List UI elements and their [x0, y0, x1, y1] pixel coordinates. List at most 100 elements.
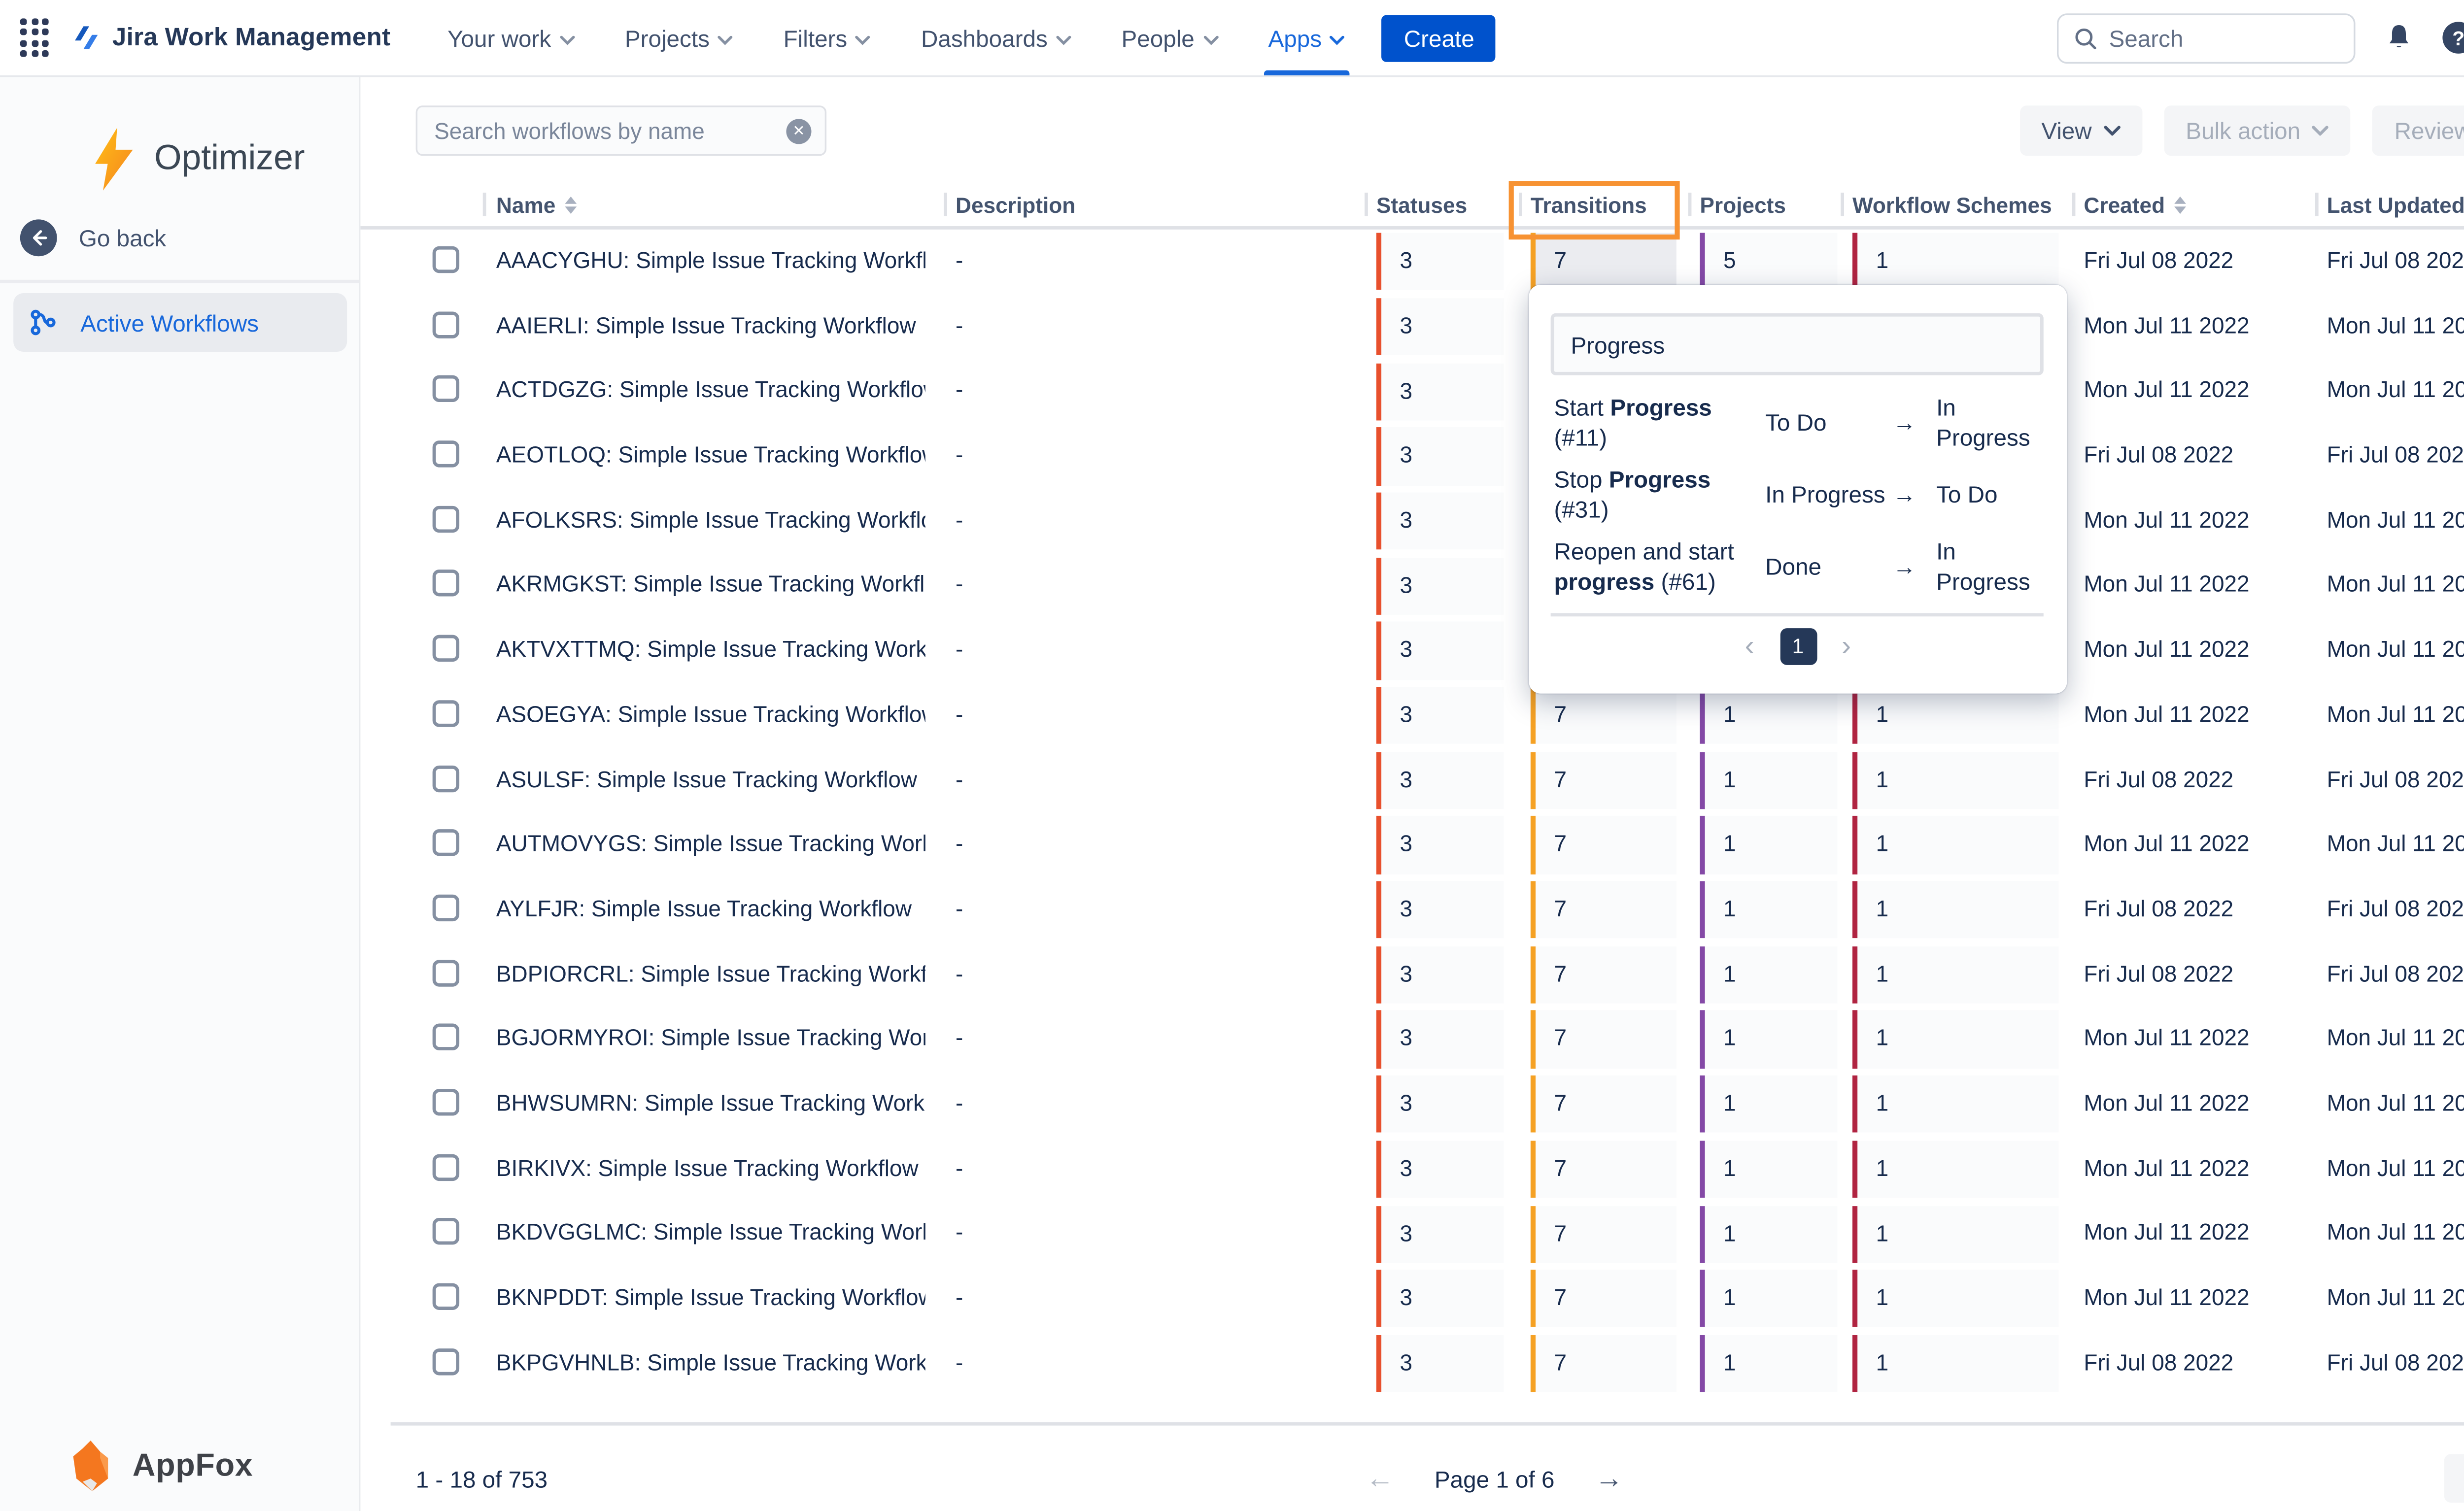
popup-filter-input[interactable]: Progress	[1550, 313, 2044, 375]
workflow-name: BHWSUMRN: Simple Issue Tracking Work...	[496, 1090, 925, 1116]
next-page-icon[interactable]: →	[1595, 1462, 1623, 1494]
row-checkbox[interactable]	[432, 700, 460, 727]
row-checkbox[interactable]	[432, 1153, 460, 1180]
workflow-description: -	[956, 1025, 963, 1051]
last-updated-date: Mon Jul 11 2022	[2327, 377, 2464, 403]
review-changes-button[interactable]: Review changes	[2372, 105, 2464, 156]
column-header-created[interactable]: Created	[2084, 184, 2187, 226]
projects-cell: 1	[1700, 1010, 1838, 1069]
transitions-cell[interactable]: 7	[1530, 946, 1677, 1004]
statuses-cell: 3	[1376, 816, 1504, 874]
last-updated-date: Mon Jul 11 2022	[2327, 831, 2464, 857]
help-icon[interactable]: ?	[2442, 22, 2464, 54]
transitions-cell[interactable]: 7	[1530, 233, 1677, 291]
nav-item-filters[interactable]: Filters	[784, 0, 871, 75]
row-checkbox[interactable]	[432, 959, 460, 986]
row-checkbox[interactable]	[432, 1024, 460, 1051]
transition-name: Reopen and start progress (#61)	[1554, 537, 1734, 594]
popup-next-page-icon[interactable]: ›	[1841, 630, 1851, 662]
last-updated-date: Mon Jul 11 2022	[2327, 702, 2464, 727]
workflow-schemes-cell: 1	[1852, 1010, 2059, 1069]
column-header-last-updated[interactable]: Last Updated	[2327, 193, 2464, 218]
row-checkbox[interactable]	[432, 765, 460, 792]
statuses-cell: 3	[1376, 687, 1504, 744]
created-date: Fri Jul 08 2022	[2084, 248, 2234, 273]
statuses-cell: 3	[1376, 233, 1504, 291]
row-checkbox[interactable]	[432, 1283, 460, 1310]
nav-item-your-work[interactable]: Your work	[447, 0, 575, 75]
previous-page-icon[interactable]: ←	[1366, 1462, 1395, 1494]
workflow-schemes-cell: 1	[1852, 816, 2059, 874]
row-checkbox[interactable]	[432, 1088, 460, 1116]
statuses-cell: 3	[1376, 298, 1504, 356]
go-back-button[interactable]: Go back	[20, 219, 166, 257]
transition-row: Reopen and start progress (#61) Done → I…	[1554, 529, 2047, 601]
row-checkbox[interactable]	[432, 894, 460, 921]
chevron-down-icon	[1056, 35, 1071, 44]
nav-item-people[interactable]: People	[1121, 0, 1218, 75]
created-date: Mon Jul 11 2022	[2084, 1284, 2250, 1310]
workflow-schemes-cell: 1	[1852, 881, 2059, 939]
jira-logo[interactable]: Jira Work Management	[72, 24, 390, 52]
global-search-input[interactable]	[2109, 24, 2310, 51]
create-button[interactable]: Create	[1382, 14, 1496, 62]
transitions-cell[interactable]: 7	[1530, 751, 1677, 809]
nav-item-dashboards[interactable]: Dashboards	[921, 0, 1071, 75]
global-search[interactable]	[2056, 12, 2356, 63]
popup-current-page[interactable]: 1	[1780, 628, 1816, 665]
transitions-cell[interactable]: 7	[1530, 1335, 1677, 1393]
row-checkbox[interactable]	[432, 311, 460, 338]
row-checkbox[interactable]	[432, 246, 460, 273]
row-checkbox[interactable]	[432, 1348, 460, 1375]
clear-search-icon[interactable]: ✕	[786, 118, 812, 143]
popup-prev-page-icon[interactable]: ‹	[1745, 630, 1754, 662]
nav-item-projects[interactable]: Projects	[625, 0, 733, 75]
row-checkbox[interactable]	[432, 635, 460, 662]
last-updated-date: Mon Jul 11 2022	[2327, 571, 2464, 597]
transitions-cell[interactable]: 7	[1530, 687, 1677, 744]
statuses-cell: 3	[1376, 427, 1504, 485]
transition-row: Stop Progress (#31) In Progress → To Do	[1554, 457, 2047, 529]
transitions-cell[interactable]: 7	[1530, 1205, 1677, 1263]
table-row: BHWSUMRN: Simple Issue Tracking Work... …	[360, 1072, 2464, 1137]
transitions-cell[interactable]: 7	[1530, 881, 1677, 939]
statuses-cell: 3	[1376, 1010, 1504, 1069]
transitions-cell[interactable]: 7	[1530, 1270, 1677, 1328]
transitions-cell[interactable]: 7	[1530, 1075, 1677, 1133]
column-header-name[interactable]: Name	[496, 184, 578, 226]
notifications-icon[interactable]	[2384, 22, 2414, 54]
row-checkbox[interactable]	[432, 829, 460, 857]
optimizer-brand: Optimizer	[89, 126, 305, 193]
arrow-right-icon: →	[1892, 407, 1916, 435]
transitions-cell[interactable]: 7	[1530, 816, 1677, 874]
nav-item-apps[interactable]: Apps	[1263, 0, 1350, 76]
column-header-transitions: Transitions	[1530, 193, 1647, 218]
workflow-schemes-cell: 1	[1852, 1335, 2059, 1393]
workflow-search-input[interactable]	[434, 118, 787, 143]
workflow-name: AUTMOVYGS: Simple Issue Tracking Work...	[496, 831, 925, 857]
last-updated-date: Fri Jul 08 2022	[2327, 961, 2464, 986]
created-date: Fri Jul 08 2022	[2084, 896, 2234, 921]
export-button[interactable]: Export	[2443, 1454, 2464, 1503]
workflow-schemes-cell: 1	[1852, 1075, 2059, 1133]
app-switcher-icon[interactable]	[20, 18, 49, 58]
transition-from-status: Done	[1765, 552, 1821, 579]
workflow-search[interactable]: ✕	[415, 105, 827, 156]
bulk-action-button[interactable]: Bulk action	[2163, 105, 2351, 156]
workflow-description: -	[956, 571, 963, 597]
workflow-name: AKTVXTTMQ: Simple Issue Tracking Work...	[496, 637, 925, 662]
transition-from-status: In Progress	[1765, 480, 1885, 507]
row-checkbox[interactable]	[432, 1218, 460, 1245]
row-checkbox[interactable]	[432, 440, 460, 468]
sidebar-item-active-workflows[interactable]: Active Workflows	[13, 293, 347, 352]
transitions-cell[interactable]: 7	[1530, 1010, 1677, 1069]
row-checkbox[interactable]	[432, 375, 460, 403]
row-checkbox[interactable]	[432, 570, 460, 597]
created-date: Mon Jul 11 2022	[2084, 1090, 2250, 1116]
fox-icon	[73, 1441, 108, 1491]
column-header-description: Description	[956, 193, 1076, 218]
view-button[interactable]: View	[2019, 105, 2142, 156]
row-checkbox[interactable]	[432, 505, 460, 533]
transitions-cell[interactable]: 7	[1530, 1140, 1677, 1198]
transition-row: Start Progress (#11) To Do → In Progress	[1554, 385, 2047, 457]
